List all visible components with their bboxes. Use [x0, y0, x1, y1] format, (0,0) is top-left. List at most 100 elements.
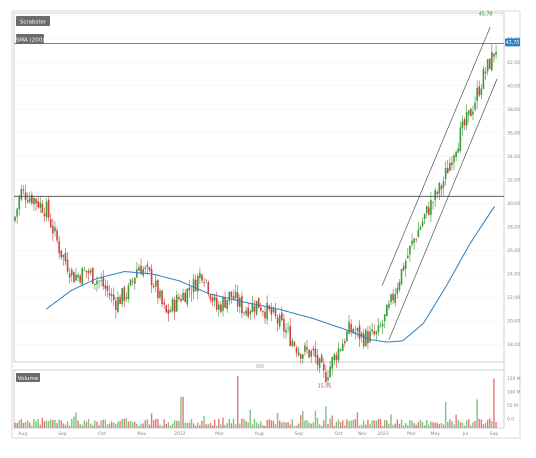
candle-body — [407, 255, 409, 259]
panel-splitter[interactable] — [256, 364, 264, 368]
annotation-label: 45,78 — [479, 12, 493, 18]
candle-body — [70, 269, 73, 276]
volume-bar — [358, 425, 361, 428]
candle-body — [421, 221, 424, 227]
candle-body — [201, 274, 203, 281]
indicator-badge[interactable]: SMA (200) — [16, 34, 45, 44]
current-price-tag — [505, 38, 520, 47]
candle-body — [234, 291, 237, 298]
volume-bar — [152, 420, 155, 428]
volume-bar — [316, 418, 319, 428]
volume-bar — [83, 420, 86, 428]
symbol-badge[interactable]: Scrabster — [16, 16, 50, 26]
candle-body — [472, 111, 474, 115]
candle-body — [442, 181, 445, 188]
volume-bar — [257, 424, 260, 428]
price-tick-label: 36,00 — [507, 131, 520, 137]
gridlines — [14, 15, 504, 345]
volume-bar — [144, 420, 146, 428]
candle-body — [217, 304, 220, 310]
volume-bar — [232, 418, 235, 428]
volume-bar — [29, 422, 31, 428]
candle-body — [33, 197, 35, 205]
volume-bar — [306, 420, 308, 428]
volume-bar — [110, 421, 113, 428]
channel-line-1 — [381, 26, 491, 286]
candle-body — [293, 342, 296, 346]
candle-body — [453, 155, 455, 163]
volume-bar — [127, 421, 130, 428]
candle-body — [451, 162, 453, 166]
volume-bar — [140, 424, 142, 428]
volume-bar — [20, 418, 23, 428]
overlays: 45,78 15,05 — [14, 12, 504, 390]
volume-bar — [123, 418, 125, 428]
volume-bar — [470, 425, 472, 428]
volume-bar — [96, 421, 98, 428]
candle-body — [276, 317, 279, 324]
time-axis-label: Sep — [490, 431, 499, 437]
candle-body — [262, 311, 264, 313]
candle-body — [388, 303, 390, 308]
candle-body — [331, 357, 334, 369]
volume-bar — [495, 422, 497, 428]
candle-body — [207, 281, 210, 295]
candle-body — [115, 300, 117, 311]
volume-bar — [331, 415, 333, 428]
volume-bar — [474, 420, 476, 428]
candle-body — [98, 280, 100, 282]
volume-bar — [491, 421, 493, 428]
volume-bar — [348, 421, 350, 428]
volume-bar — [486, 419, 489, 428]
volume-bar — [75, 412, 77, 428]
candle-body — [463, 119, 466, 126]
volume-bar — [85, 421, 88, 428]
candle-body — [495, 51, 497, 55]
volume-bar — [226, 423, 228, 428]
volume-bar — [463, 425, 466, 428]
volume-bar — [350, 420, 352, 428]
candle-body — [287, 327, 289, 329]
volume-bar — [335, 421, 338, 428]
candle-body — [85, 270, 88, 273]
volume-bar — [157, 418, 159, 428]
candle-body — [404, 260, 407, 269]
candle-body — [369, 331, 371, 342]
price-tick-label: 30,00 — [507, 201, 520, 207]
candle-body — [31, 194, 33, 204]
volume-bar — [113, 422, 115, 428]
volume-bar — [54, 419, 56, 428]
candle-body — [356, 328, 359, 332]
channel-line-2 — [388, 78, 498, 340]
volume-bar — [186, 422, 188, 428]
candle-body — [392, 293, 394, 301]
volume-bar — [142, 423, 144, 428]
candle-body — [430, 199, 432, 215]
candle-body — [131, 280, 134, 282]
volume-bar — [213, 419, 216, 428]
volume-bar — [428, 424, 430, 428]
candle-body — [478, 86, 481, 96]
volume-bar — [37, 418, 39, 428]
candle-body — [211, 297, 214, 302]
volume-bar — [321, 425, 323, 428]
candle-body — [318, 358, 321, 368]
candle-body — [119, 296, 121, 304]
volume-bar — [247, 422, 249, 428]
candle-body — [383, 314, 386, 322]
volume-bar — [81, 424, 83, 428]
volume-badge[interactable]: Volume — [16, 373, 40, 382]
volume-bar — [283, 421, 285, 428]
volume-bar — [220, 424, 222, 428]
candle-body — [60, 250, 63, 258]
price-tick-label: 34,00 — [507, 154, 520, 160]
volume-bar — [444, 402, 447, 428]
volume-bar — [312, 422, 315, 428]
candle-body — [411, 240, 413, 245]
volume-bar — [159, 424, 161, 428]
volume-bar — [71, 419, 73, 428]
volume-bar — [173, 420, 176, 428]
candle-body — [493, 53, 495, 57]
candle-body — [396, 288, 399, 294]
candle-body — [486, 59, 489, 72]
